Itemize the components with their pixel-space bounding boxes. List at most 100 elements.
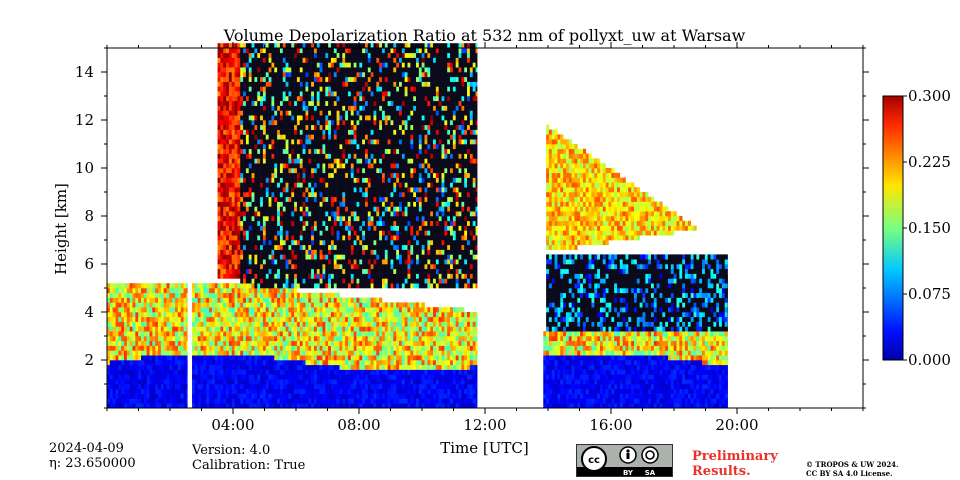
heat-cell: [220, 148, 224, 154]
heat-cell: [262, 355, 267, 361]
heat-cell: [282, 201, 286, 207]
heat-cell: [333, 321, 337, 327]
heat-cell: [180, 393, 184, 399]
heat-cell: [169, 292, 173, 298]
heat-cell: [231, 336, 235, 342]
heat-cell: [316, 340, 320, 346]
heat-cell: [345, 345, 349, 351]
heat-cell: [172, 355, 176, 361]
heat-cell: [285, 292, 289, 298]
heat-cell: [163, 360, 167, 366]
heat-cell: [336, 172, 340, 178]
heat-cell: [305, 158, 309, 164]
heat-cell: [118, 369, 122, 375]
heat-cell: [308, 388, 312, 394]
heat-cell: [322, 331, 326, 337]
heat-cell: [322, 297, 326, 303]
heat-cell: [237, 398, 241, 404]
heat-cell: [285, 326, 289, 332]
heat-cell: [325, 254, 329, 260]
heat-cell: [141, 350, 145, 356]
heat-cell: [362, 350, 366, 356]
heat-cell: [217, 153, 221, 159]
heat-cell: [285, 230, 289, 236]
heat-cell: [197, 364, 201, 370]
heat-cell: [302, 249, 306, 255]
heat-cell: [240, 158, 244, 164]
heat-cell: [237, 331, 241, 337]
heat-cell: [129, 321, 133, 327]
heat-cell: [217, 307, 221, 313]
heat-cell: [166, 384, 170, 390]
heat-cell: [296, 153, 301, 159]
heat-cell: [223, 331, 227, 337]
heat-cell: [248, 283, 252, 289]
heat-cell: [220, 288, 224, 294]
heat-cell: [186, 307, 188, 313]
heat-cell: [228, 297, 233, 303]
heat-cell: [192, 379, 196, 385]
heat-cell: [353, 244, 357, 250]
heat-cell: [299, 192, 303, 198]
heat-cell: [362, 158, 366, 164]
heat-cell: [251, 110, 255, 116]
heat-cell: [356, 398, 360, 404]
heat-cell: [322, 216, 326, 222]
heat-cell: [345, 72, 349, 78]
heat-cell: [277, 124, 281, 130]
heat-cell: [243, 288, 247, 294]
heat-cell: [214, 307, 218, 313]
heat-cell: [129, 336, 133, 342]
heat-cell: [336, 52, 340, 58]
heat-cell: [308, 360, 312, 366]
heat-cell: [356, 283, 360, 289]
heat-cell: [200, 369, 204, 375]
heat-cell: [226, 336, 230, 342]
heat-cell: [302, 201, 306, 207]
heat-cell: [260, 153, 264, 159]
heat-cell: [347, 316, 352, 322]
heat-cell: [291, 48, 295, 54]
heat-cell: [302, 302, 306, 308]
heat-cell: [268, 283, 272, 289]
heat-cell: [302, 91, 306, 97]
heat-cell: [282, 249, 286, 255]
heat-cell: [311, 153, 315, 159]
heat-cell: [109, 307, 113, 313]
heat-cell: [245, 360, 250, 366]
heat-cell: [288, 331, 292, 337]
heat-cell: [206, 326, 210, 332]
heat-cell: [163, 316, 167, 322]
heat-cell: [328, 321, 332, 327]
heat-cell: [367, 355, 371, 361]
heat-cell: [124, 316, 128, 322]
heat-cell: [342, 144, 346, 150]
heat-cell: [248, 379, 252, 385]
heat-cell: [228, 369, 233, 375]
heat-cell: [299, 388, 303, 394]
heat-cell: [248, 100, 252, 106]
heat-cell: [325, 124, 329, 130]
heat-cell: [342, 206, 346, 212]
heat-cell: [234, 244, 238, 250]
heat-cell: [265, 86, 269, 92]
heat-cell: [285, 57, 289, 63]
heat-cell: [288, 384, 292, 390]
heat-cell: [353, 350, 357, 356]
heat-cell: [274, 302, 278, 308]
heat-cell: [339, 326, 343, 332]
heat-cell: [336, 57, 340, 63]
heat-cell: [121, 369, 125, 375]
heat-cell: [251, 240, 255, 246]
heat-cell: [359, 225, 363, 231]
heat-cell: [282, 81, 286, 87]
heat-cell: [155, 374, 159, 380]
heat-cell: [118, 321, 122, 327]
heat-cell: [308, 158, 312, 164]
heat-cell: [135, 326, 139, 332]
heat-cell: [294, 326, 298, 332]
heat-cell: [316, 187, 320, 193]
heat-cell: [285, 235, 289, 241]
heat-cell: [160, 312, 165, 318]
heat-cell: [325, 206, 329, 212]
